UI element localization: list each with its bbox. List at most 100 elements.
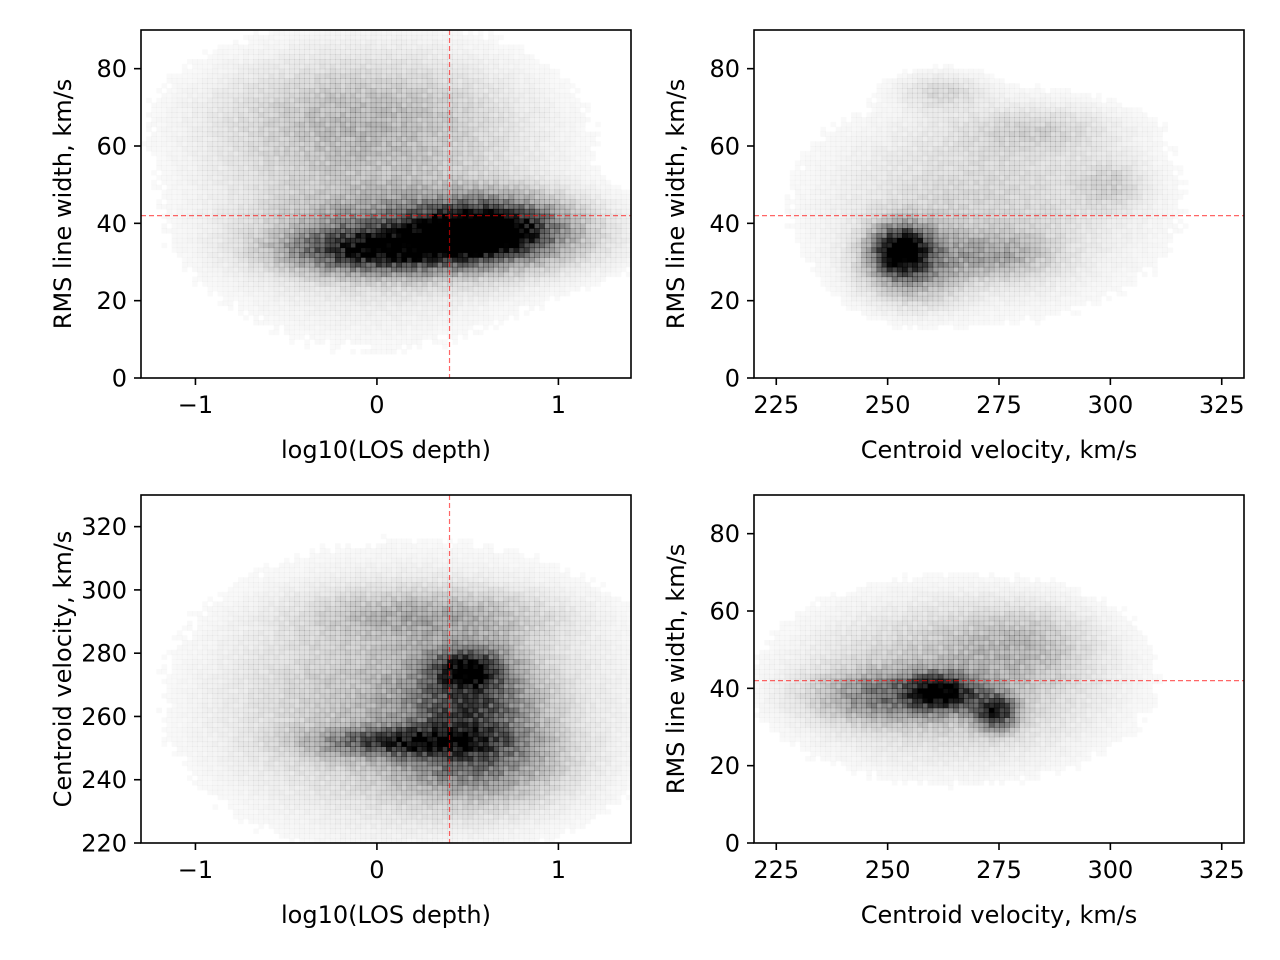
density-cell	[396, 141, 402, 147]
density-cell	[600, 180, 606, 185]
density-cell	[360, 325, 366, 330]
density-cell	[355, 335, 361, 340]
density-cell	[411, 59, 418, 65]
density-cell	[585, 213, 591, 220]
density-cell	[518, 213, 525, 220]
density-cell	[319, 233, 326, 239]
density-cell	[472, 136, 479, 142]
density-cell	[406, 34, 413, 41]
density-cell	[472, 92, 479, 99]
density-cell	[289, 49, 295, 55]
density-cell	[233, 49, 239, 54]
density-cell	[570, 83, 576, 88]
density-cell	[431, 83, 438, 89]
density-cell	[518, 247, 525, 253]
density-cell	[513, 199, 520, 205]
density-cell	[192, 146, 198, 152]
density-cell	[559, 281, 566, 287]
density-cell	[227, 242, 234, 249]
density-cell	[421, 208, 428, 215]
density-cell	[227, 194, 234, 200]
density-cell	[375, 281, 382, 287]
density-cell	[355, 131, 362, 137]
density-cell	[223, 281, 229, 286]
density-cell	[518, 136, 525, 142]
density-cell	[309, 107, 316, 113]
density-cell	[528, 184, 535, 191]
density-cell	[534, 126, 540, 133]
density-cell	[528, 88, 535, 94]
density-cell	[416, 281, 423, 287]
density-cell	[258, 276, 265, 282]
density-cell	[528, 228, 535, 234]
density-cell	[197, 112, 203, 118]
density-cell	[590, 233, 596, 239]
density-cell	[365, 204, 372, 210]
density-cell	[340, 117, 346, 123]
density-cell	[207, 88, 214, 94]
density-cell	[268, 63, 275, 70]
density-cell	[411, 228, 418, 234]
density-cell	[482, 281, 489, 287]
density-cell	[334, 305, 341, 311]
density-cell	[258, 102, 265, 108]
density-cell	[528, 276, 535, 282]
density-cell	[314, 107, 321, 113]
density-cell	[523, 83, 530, 89]
density-cell	[365, 78, 372, 84]
density-cell	[355, 83, 362, 89]
density-cell	[528, 252, 535, 258]
density-cell	[304, 286, 311, 292]
density-cell	[437, 146, 443, 152]
density-cell	[457, 266, 464, 273]
density-cell	[207, 121, 214, 128]
density-cell	[283, 44, 290, 50]
density-cell	[360, 68, 367, 75]
density-cell	[518, 208, 525, 215]
density-cell	[253, 247, 259, 253]
density-cell	[380, 39, 387, 46]
density-cell	[493, 276, 499, 282]
density-cell	[207, 126, 214, 133]
density-cell	[243, 155, 249, 162]
density-cell	[375, 131, 382, 137]
density-cell	[370, 88, 377, 94]
density-cell	[340, 179, 346, 186]
density-cell	[278, 88, 285, 94]
density-cell	[610, 233, 617, 239]
density-cell	[467, 146, 474, 152]
density-cell	[299, 78, 305, 84]
density-cell	[289, 155, 295, 162]
density-cell	[401, 54, 408, 60]
density-cell	[370, 320, 377, 326]
density-cell	[488, 121, 494, 128]
density-cell	[253, 291, 259, 296]
density-cell	[467, 223, 474, 229]
density-cell	[309, 117, 316, 123]
density-cell	[416, 247, 423, 253]
density-cell	[345, 291, 351, 297]
density-cell	[534, 291, 540, 297]
density-cell	[329, 281, 336, 287]
density-cell	[411, 97, 418, 104]
density-cell	[345, 276, 351, 282]
density-cell	[554, 262, 561, 268]
density-cell	[355, 92, 362, 99]
density-cell	[314, 291, 321, 297]
density-cell	[426, 112, 433, 118]
density-cell	[273, 262, 280, 268]
density-cell	[503, 315, 509, 320]
density-cell	[192, 136, 198, 142]
density-cell	[544, 257, 550, 263]
density-cell	[237, 165, 244, 171]
density-cell	[391, 335, 397, 340]
density-cell	[554, 208, 561, 215]
density-cell	[528, 199, 535, 205]
density-cell	[463, 45, 469, 50]
density-cell	[278, 146, 285, 152]
density-cell	[401, 320, 408, 326]
density-cell	[452, 266, 459, 273]
density-cell	[197, 179, 203, 186]
density-cell	[534, 233, 540, 239]
density-cell	[620, 252, 627, 258]
